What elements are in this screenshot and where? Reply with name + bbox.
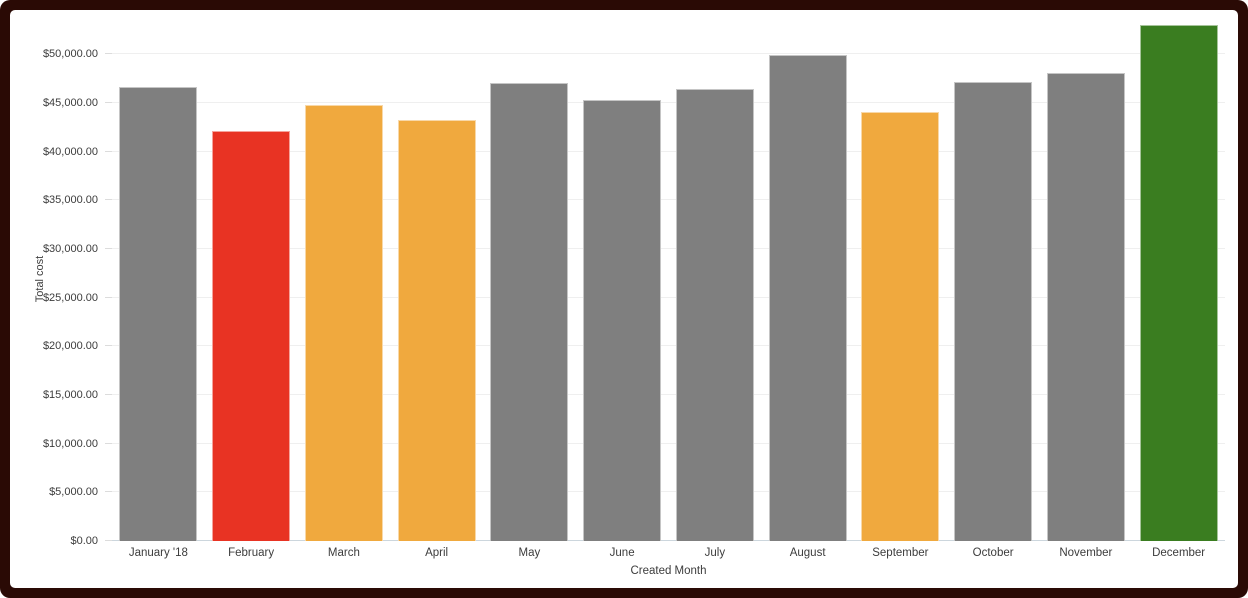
y-axis-tick <box>105 393 112 395</box>
y-axis-tick-label: $5,000.00 <box>49 486 98 499</box>
x-axis-label: April <box>425 547 449 559</box>
y-axis-tick-label: $25,000.00 <box>42 291 98 304</box>
bar-column-march <box>298 25 391 541</box>
bar-column-july <box>669 25 762 541</box>
bar-column-may <box>483 25 576 541</box>
y-axis-tick-label: $35,000.00 <box>42 194 98 207</box>
y-axis-tick <box>105 296 112 298</box>
x-axis-label: July <box>704 547 726 559</box>
bar-december[interactable] <box>1139 25 1218 541</box>
bar-column-october <box>947 25 1040 541</box>
gridline <box>112 150 1225 152</box>
y-axis-tick <box>105 199 112 201</box>
y-axis-tick-label: $15,000.00 <box>42 388 98 401</box>
x-axis-label: August <box>789 547 826 559</box>
bar-september[interactable] <box>861 111 940 541</box>
gridline <box>112 393 1225 395</box>
bar-august[interactable] <box>768 55 847 541</box>
x-axis-label: February <box>228 547 275 559</box>
bar-column-february <box>205 25 298 541</box>
y-axis-tick-label: $0.00 <box>70 535 98 547</box>
bar-column-april <box>390 25 483 541</box>
chart-card: Total cost $50,000.00 $45,000.00 $40,000.0… <box>10 10 1238 588</box>
bar-column-november <box>1040 25 1133 541</box>
bar-column-september <box>854 25 947 541</box>
x-axis-title: Created Month <box>630 565 707 577</box>
bar-column-january <box>112 25 205 541</box>
y-axis-tick <box>105 442 112 444</box>
x-axis-label: September <box>872 547 929 559</box>
y-axis-tick <box>105 53 112 55</box>
bar-march[interactable] <box>304 104 383 541</box>
x-axis-label: June <box>609 547 635 559</box>
y-axis-tick <box>105 345 112 347</box>
gridline <box>112 345 1225 347</box>
bar-column-june <box>576 25 669 541</box>
bar-column-august <box>761 25 854 541</box>
x-axis-label: December <box>1152 547 1206 559</box>
y-axis-tick <box>105 540 112 541</box>
x-axis-label: January '18 <box>128 547 188 559</box>
bar-may[interactable] <box>490 83 569 541</box>
y-axis-tick-label: $40,000.00 <box>42 145 98 158</box>
y-axis-tick <box>105 491 112 493</box>
y-axis-tick <box>105 150 112 152</box>
bar-november[interactable] <box>1046 72 1125 541</box>
y-axis-tick <box>105 101 112 103</box>
y-axis-tick-label: $10,000.00 <box>42 437 98 450</box>
bar-january[interactable] <box>119 87 198 541</box>
x-axis-baseline <box>112 540 1225 541</box>
bars-layer <box>112 25 1225 541</box>
y-axis-tick-label: $45,000.00 <box>42 96 98 109</box>
x-axis-label: November <box>1059 547 1113 559</box>
bar-july[interactable] <box>675 89 754 541</box>
gridline <box>112 247 1225 249</box>
gridline <box>112 442 1225 444</box>
gridline <box>112 296 1225 298</box>
y-axis-tick-label: $30,000.00 <box>42 242 98 255</box>
gridline <box>112 101 1225 103</box>
bar-june[interactable] <box>583 99 662 541</box>
bar-february[interactable] <box>212 131 291 541</box>
bar-column-december <box>1132 25 1225 541</box>
plot-area <box>105 25 1225 541</box>
gridline <box>112 199 1225 201</box>
gridline <box>112 491 1225 493</box>
x-axis-labels: January '18 February March April May June July… <box>112 547 1225 559</box>
x-axis-label: May <box>518 547 541 559</box>
y-axis-tick-label: $20,000.00 <box>42 340 98 353</box>
y-axis-labels: $50,000.00 $45,000.00 $40,000.00 $35,000.00… <box>10 25 105 547</box>
bar-april[interactable] <box>397 120 476 541</box>
y-axis-tick <box>105 247 112 249</box>
y-axis-tick-label: $50,000.00 <box>42 48 98 61</box>
bar-october[interactable] <box>954 82 1033 541</box>
x-axis-label: March <box>327 547 360 559</box>
x-axis-label: October <box>972 547 1014 559</box>
gridline <box>112 53 1225 55</box>
